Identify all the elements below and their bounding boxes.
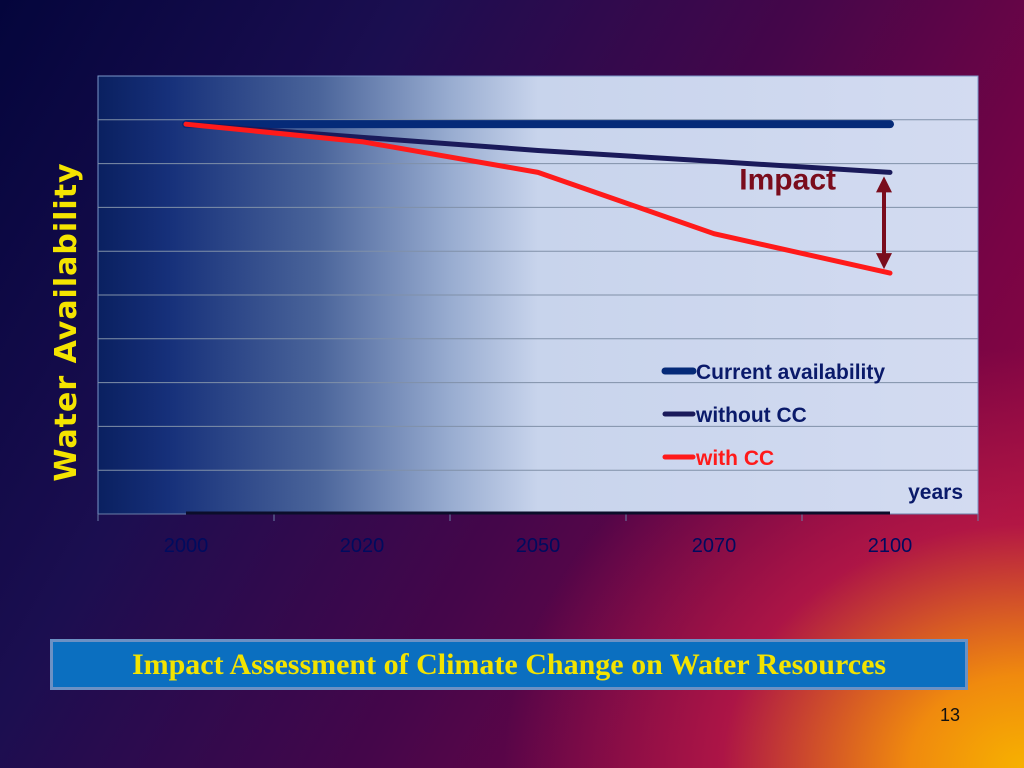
- x-tick-label: 2100: [868, 535, 913, 557]
- x-tick-label: 2050: [516, 535, 561, 557]
- series-line-without-cc: [183, 121, 893, 175]
- legend-label: with CC: [695, 447, 774, 470]
- x-axis: 2000 2020 2050 2070 2100: [97, 513, 979, 557]
- impact-annotation: Impact: [739, 164, 892, 270]
- legend: Current availability without CC with CC: [661, 361, 885, 470]
- x-tick-label: 2070: [692, 535, 737, 557]
- legend-label: Current availability: [696, 361, 885, 384]
- caption-box: Impact Assessment of Climate Change on W…: [50, 639, 968, 690]
- y-axis-title: Water Availability: [49, 162, 84, 481]
- gridlines: [98, 119, 978, 471]
- x-axis-title: years: [908, 481, 963, 504]
- x-tick-label: 2020: [340, 535, 385, 557]
- x-tick-label: 2000: [164, 535, 209, 557]
- impact-label: Impact: [739, 164, 836, 197]
- series-line-with-cc: [183, 121, 893, 276]
- legend-label: without CC: [695, 404, 807, 427]
- series-lines: [182, 120, 894, 515]
- caption-title: Impact Assessment of Climate Change on W…: [131, 647, 887, 681]
- page-number: 13: [939, 705, 961, 725]
